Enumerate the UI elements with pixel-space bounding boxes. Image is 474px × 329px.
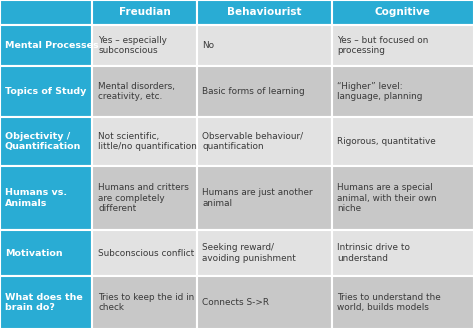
Bar (197, 230, 332, 276)
Bar (332, 230, 474, 276)
Text: Intrinsic drive to
understand: Intrinsic drive to understand (337, 243, 410, 263)
Bar (92, 117, 197, 166)
Text: Topics of Study: Topics of Study (5, 87, 86, 96)
Bar (92, 25, 197, 66)
Text: Motivation: Motivation (5, 249, 63, 258)
Text: “Higher” level:
language, planning: “Higher” level: language, planning (337, 82, 423, 101)
Text: Humans are just another
animal: Humans are just another animal (202, 189, 313, 208)
Text: Tries to keep the id in
check: Tries to keep the id in check (98, 293, 194, 312)
Bar (197, 66, 332, 117)
Text: Yes – but focused on
processing: Yes – but focused on processing (337, 36, 429, 55)
Text: Subconscious conflict: Subconscious conflict (98, 249, 194, 258)
Bar (0, 230, 92, 276)
Text: Not scientific,
little/no quantification: Not scientific, little/no quantification (98, 132, 197, 151)
Text: Humans vs.
Animals: Humans vs. Animals (5, 189, 67, 208)
Text: Cognitive: Cognitive (375, 8, 431, 17)
Bar (0, 0, 92, 25)
Bar (0, 166, 92, 230)
Bar (92, 166, 197, 230)
Bar (0, 25, 92, 66)
Bar (92, 66, 197, 117)
Bar (92, 0, 197, 25)
Bar (92, 230, 197, 276)
Bar (332, 66, 474, 117)
Bar (332, 0, 474, 25)
Text: Tries to understand the
world, builds models: Tries to understand the world, builds mo… (337, 293, 441, 312)
Bar (332, 276, 474, 329)
Text: Rigorous, quantitative: Rigorous, quantitative (337, 137, 436, 146)
Bar (332, 117, 474, 166)
Text: Observable behaviour/
quantification: Observable behaviour/ quantification (202, 132, 303, 151)
Bar (0, 117, 92, 166)
Text: Humans are a special
animal, with their own
niche: Humans are a special animal, with their … (337, 183, 437, 213)
Text: Connects S->R: Connects S->R (202, 298, 269, 307)
Text: Seeking reward/
avoiding punishment: Seeking reward/ avoiding punishment (202, 243, 296, 263)
Bar (197, 166, 332, 230)
Text: Mental Processes: Mental Processes (5, 41, 99, 50)
Bar (197, 0, 332, 25)
Text: Humans and critters
are completely
different: Humans and critters are completely diffe… (98, 183, 189, 213)
Text: Yes – especially
subconscious: Yes – especially subconscious (98, 36, 167, 55)
Text: Behaviourist: Behaviourist (227, 8, 301, 17)
Bar (0, 66, 92, 117)
Bar (332, 25, 474, 66)
Text: Objectivity /
Quantification: Objectivity / Quantification (5, 132, 81, 151)
Bar (92, 276, 197, 329)
Bar (197, 25, 332, 66)
Bar (197, 276, 332, 329)
Text: What does the
brain do?: What does the brain do? (5, 293, 82, 312)
Text: Mental disorders,
creativity, etc.: Mental disorders, creativity, etc. (98, 82, 175, 101)
Bar (0, 276, 92, 329)
Bar (332, 166, 474, 230)
Text: No: No (202, 41, 215, 50)
Text: Basic forms of learning: Basic forms of learning (202, 87, 305, 96)
Bar (197, 117, 332, 166)
Text: Freudian: Freudian (118, 8, 171, 17)
